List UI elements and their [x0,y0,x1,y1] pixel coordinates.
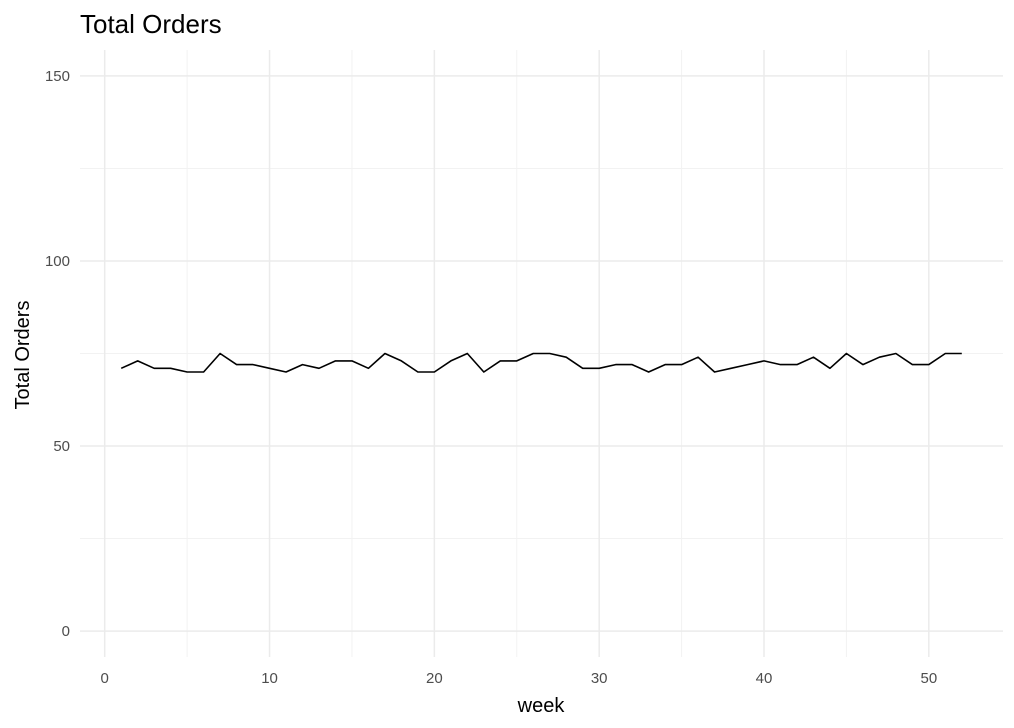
y-tick-label: 150 [45,68,70,85]
x-axis-label: week [517,695,566,717]
series-layer [121,354,962,373]
y-axis-tick-labels: 0 50 100 150 [45,68,70,640]
y-tick-label: 100 [45,253,70,270]
chart-title: Total Orders [80,9,222,39]
y-axis-label: Total Orders [12,301,34,410]
x-tick-label: 0 [101,670,109,687]
x-tick-label: 10 [261,670,278,687]
series-line-total-orders [121,354,962,373]
x-tick-label: 50 [920,670,937,687]
x-tick-label: 20 [426,670,443,687]
x-axis-tick-labels: 0 10 20 30 40 50 [101,670,938,687]
x-tick-label: 30 [591,670,608,687]
x-tick-label: 40 [756,670,773,687]
y-tick-label: 50 [53,438,70,455]
y-tick-label: 0 [62,623,70,640]
